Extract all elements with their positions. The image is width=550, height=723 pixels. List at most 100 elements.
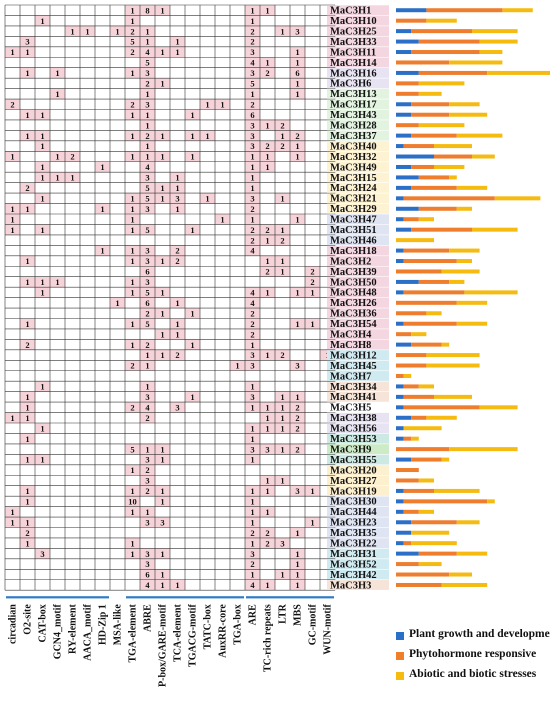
heatmap-cell — [155, 5, 170, 16]
bar-stress — [426, 363, 480, 368]
gene-label: MaC3H49 — [330, 162, 377, 173]
cell-value: 1 — [145, 152, 149, 162]
heatmap-cell — [260, 475, 275, 486]
heatmap-cell — [215, 99, 230, 110]
bar-stress — [418, 123, 465, 128]
cell-value: 1 — [10, 204, 14, 214]
cell-value: 1 — [280, 423, 284, 433]
cell-value: 2 — [145, 131, 149, 141]
element-count-bars — [396, 8, 550, 587]
cell-value: 2 — [25, 340, 29, 350]
cell-value: 3 — [160, 517, 164, 527]
column-group-bar — [6, 596, 109, 599]
column-label: O2-site — [23, 604, 34, 635]
bar-stress — [456, 300, 488, 305]
bar-stress — [456, 551, 488, 556]
bar-stress — [418, 562, 442, 567]
heatmap-cell — [245, 140, 260, 152]
bar-stress — [449, 112, 488, 117]
cell-value: 1 — [250, 402, 254, 412]
gene-label: MaC3H5 — [330, 403, 371, 414]
heatmap-cell — [275, 443, 290, 455]
heatmap-cell — [125, 203, 140, 214]
cell-value: 1 — [55, 173, 59, 183]
cell-value: 1 — [190, 110, 194, 120]
bar-growth — [396, 8, 427, 13]
legend-label: Abiotic and biotic stresses — [409, 668, 537, 680]
gene-label: MaC3H56 — [330, 424, 377, 435]
cell-value: 6 — [145, 298, 149, 308]
heatmap-cell — [140, 36, 155, 47]
column-group-bar — [246, 596, 334, 599]
heatmap-cell — [20, 454, 35, 465]
bar-growth — [396, 259, 404, 264]
cell-value: 1 — [130, 549, 134, 559]
cell-value: 1 — [25, 204, 29, 214]
bar-phytohormone — [396, 269, 442, 274]
bar-phytohormone — [411, 520, 457, 525]
bar-phytohormone — [403, 541, 412, 546]
gene-label-bg — [327, 496, 389, 507]
heatmap-cell — [155, 255, 170, 267]
column-label: P-box/GARE-motif — [158, 604, 169, 687]
cell-value: 2 — [280, 350, 284, 360]
heatmap-cell — [170, 402, 185, 413]
gene-label: MaC3H23 — [330, 518, 377, 529]
cell-value: 3 — [145, 549, 149, 559]
cell-value: 1 — [10, 47, 14, 57]
heatmap-cell — [290, 130, 305, 141]
heatmap-cell — [290, 548, 305, 559]
bar-growth — [396, 415, 412, 420]
cell-value: 1 — [40, 225, 44, 235]
bar-phytohormone — [418, 175, 450, 180]
heatmap-cell — [125, 318, 140, 329]
cell-value: 2 — [250, 37, 254, 47]
gene-label: MaC3H31 — [330, 549, 377, 560]
heatmap-cell — [125, 25, 140, 37]
heatmap-cell — [170, 328, 185, 340]
gene-label-bg — [327, 350, 389, 360]
heatmap-cell — [245, 537, 260, 549]
cell-value: 3 — [295, 361, 299, 371]
heatmap-cell — [245, 25, 260, 37]
heatmap-cell — [5, 203, 20, 214]
cell-value: 1 — [250, 162, 254, 172]
bar-phytohormone — [411, 185, 457, 190]
cell-value: 3 — [250, 131, 254, 141]
gene-label-bg — [327, 245, 389, 256]
gene-label: MaC3H36 — [330, 309, 377, 320]
bar-phytohormone — [396, 300, 457, 305]
cell-value: 1 — [250, 16, 254, 26]
cell-value: 1 — [205, 193, 209, 203]
heatmap-cell — [35, 287, 50, 298]
gene-label-bg — [327, 297, 389, 308]
heatmap-cell — [140, 203, 155, 214]
heatmap-cell — [35, 381, 50, 392]
gene-label: MaC3H33 — [330, 37, 377, 48]
heatmap-cell — [245, 234, 260, 246]
bar-growth — [396, 227, 412, 232]
cell-value: 2 — [10, 99, 14, 109]
cell-value: 1 — [175, 204, 179, 214]
cell-value: 1 — [295, 79, 299, 89]
legend-item-phytohormone: Phytohormone responsive — [396, 648, 550, 665]
bar-stress — [418, 509, 434, 514]
heatmap-cell — [200, 99, 215, 110]
cell-value: 1 — [295, 288, 299, 298]
cell-value: 5 — [145, 319, 149, 329]
heatmap-cell — [155, 443, 170, 455]
cell-value: 1 — [295, 559, 299, 569]
heatmap-cell — [290, 360, 305, 371]
cell-value: 1 — [250, 497, 254, 507]
legend-item-growth: Plant growth and development — [396, 628, 550, 645]
bar-growth — [396, 530, 412, 535]
bar-stress — [441, 342, 450, 347]
cell-value: 3 — [250, 141, 254, 151]
cell-value: 1 — [100, 204, 104, 214]
gene-label: MaC3H38 — [330, 413, 377, 424]
heatmap-cell — [50, 151, 65, 162]
cell-value: 2 — [265, 225, 269, 235]
heatmap-cell — [125, 193, 140, 204]
column-labels: circadian O2-site CAT-box GCN4_motif RY-elem… — [8, 603, 334, 687]
bar-stress — [441, 457, 450, 462]
